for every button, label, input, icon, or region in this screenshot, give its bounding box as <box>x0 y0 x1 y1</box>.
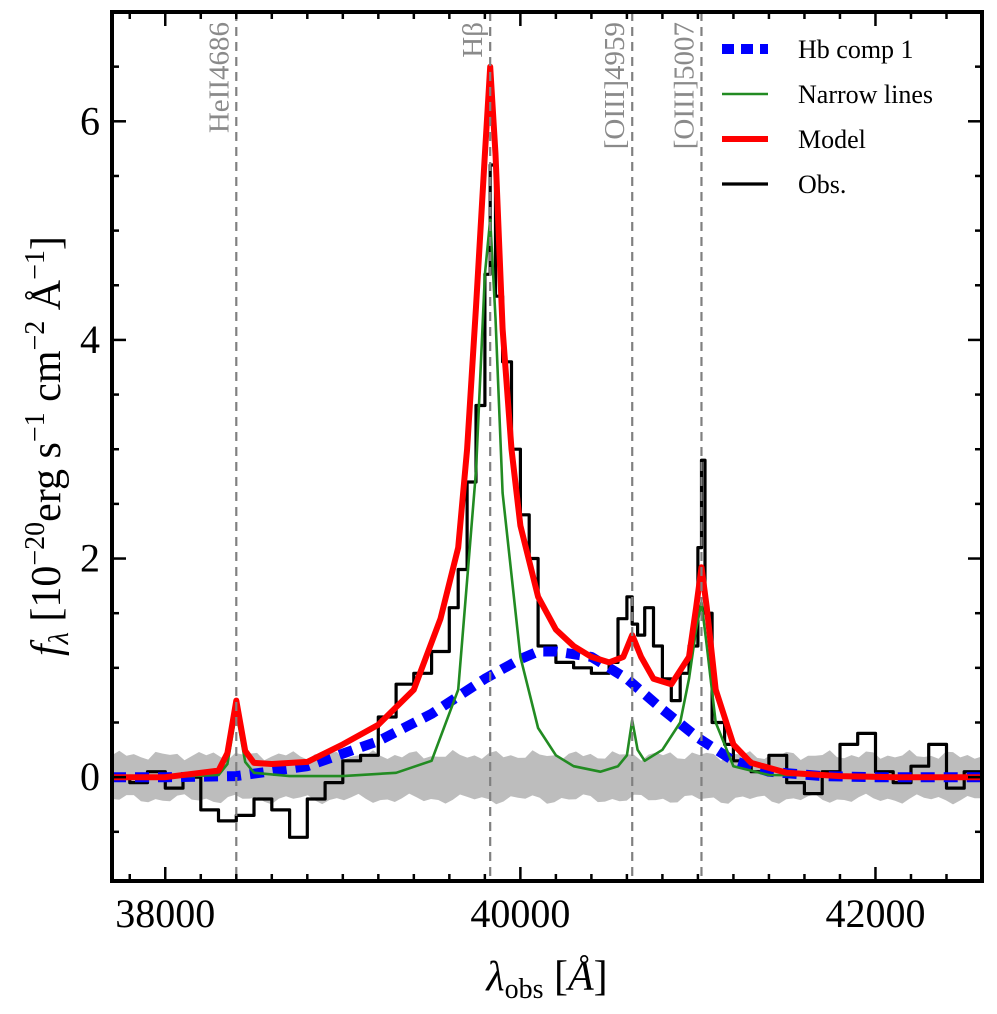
legend-label: Hb comp 1 <box>798 35 914 64</box>
y-tick-label: 6 <box>80 98 100 143</box>
x-tick-label: 42000 <box>825 891 925 936</box>
emission-line-label: [OIII]4959 <box>599 22 631 149</box>
series-layer <box>112 63 982 839</box>
x-tick-label: 38000 <box>115 891 215 936</box>
emission-line-label: [OIII]5007 <box>668 22 700 149</box>
y-tick-label: 0 <box>80 754 100 799</box>
tick-layer: 38000 40000 42000 0 2 4 6 <box>80 10 984 936</box>
y-axis-title: fλ [10−20erg s−1 cm−2 Å−1] <box>20 236 75 656</box>
emission-line-layer: HeII4686 Hβ [OIII]4959 [OIII]5007 <box>203 12 703 881</box>
series-narrow-lines <box>112 218 982 779</box>
emission-line-label: Hβ <box>457 22 489 58</box>
y-tick-label: 4 <box>80 317 100 362</box>
x-tick-label: 40000 <box>470 891 570 936</box>
series-obs <box>112 163 982 839</box>
legend-label: Model <box>798 125 866 154</box>
y-tick-label: 2 <box>80 536 100 581</box>
legend-label: Narrow lines <box>798 80 933 109</box>
x-axis-title: λobs [Å] <box>484 954 607 1005</box>
plot-frame <box>110 10 984 883</box>
plot-area <box>112 12 982 881</box>
legend-label: Obs. <box>798 170 846 199</box>
series-model <box>112 63 982 781</box>
emission-line-label: HeII4686 <box>203 22 235 133</box>
legend: Hb comp 1 Narrow lines Model Obs. <box>722 35 933 199</box>
